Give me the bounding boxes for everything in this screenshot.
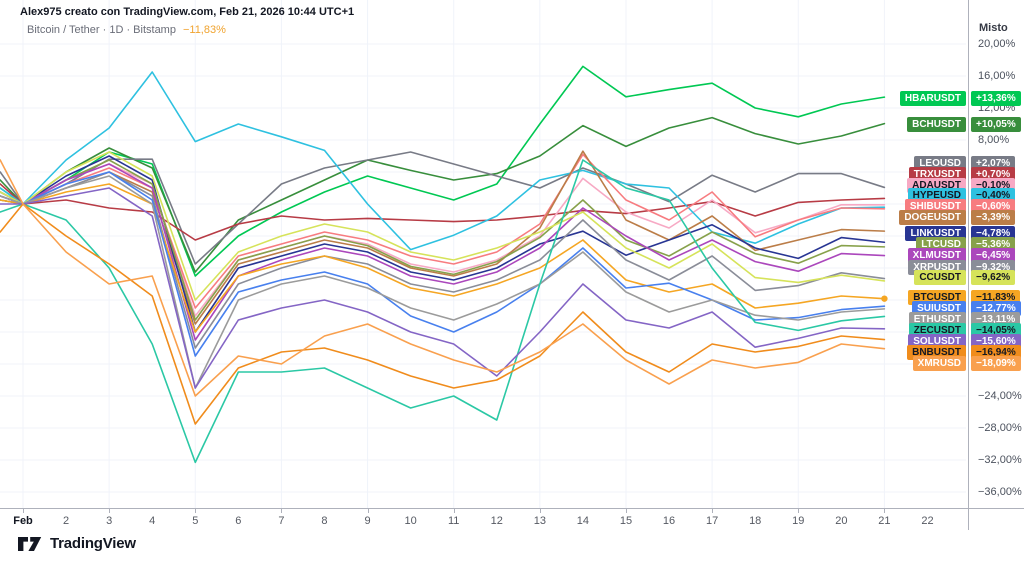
time-axis-tickmark xyxy=(539,509,541,513)
series-badge-change: +10,05% xyxy=(971,116,1021,132)
time-axis-tick: 16 xyxy=(662,515,676,527)
time-axis-tick: 5 xyxy=(192,515,199,527)
series-line-DOGEUSDT[interactable] xyxy=(0,150,886,325)
symbol-legend-text: Bitcoin / Tether · 1D · Bitstamp xyxy=(27,24,176,36)
time-axis-tick: 9 xyxy=(364,515,371,527)
series-line-XRPUSDT[interactable] xyxy=(0,171,886,349)
time-axis-tick: 4 xyxy=(149,515,156,527)
price-axis-tick: −24,00% xyxy=(978,390,1022,402)
price-axis-tick: 16,00% xyxy=(978,70,1016,82)
series-line-TRXUSDT[interactable] xyxy=(0,183,886,241)
price-axis-tick: 8,00% xyxy=(978,134,1010,146)
time-axis-tick: 3 xyxy=(106,515,113,527)
time-axis-tick: 13 xyxy=(533,515,546,527)
series-line-LINKUSDT[interactable] xyxy=(0,155,886,333)
series-line-CCUSDT[interactable] xyxy=(0,151,886,301)
time-axis-tickmark xyxy=(23,509,24,513)
time-axis-tick: 10 xyxy=(404,515,417,527)
series-line-SOLUSDT[interactable] xyxy=(0,187,886,389)
series-badge-change: −3,39% xyxy=(971,209,1016,225)
tradingview-logo-text: TradingView xyxy=(50,535,136,552)
series-line-LEOUSD[interactable] xyxy=(0,151,886,265)
series-line-BCHUSDT[interactable] xyxy=(0,116,886,273)
price-axis-tick: −28,00% xyxy=(978,422,1022,434)
comparison-line-chart[interactable] xyxy=(0,0,966,508)
time-axis-tick: 6 xyxy=(235,515,242,527)
time-axis-tickmark xyxy=(109,509,111,513)
symbol-change-value: −11,83% xyxy=(182,24,226,36)
time-axis-tick: 8 xyxy=(321,515,328,527)
time-axis-tick: 20 xyxy=(835,515,848,527)
time-axis-tickmark xyxy=(453,509,455,513)
time-axis-tick: 21 xyxy=(878,515,891,527)
series-badge-ticker[interactable]: HBARUSDT xyxy=(899,90,966,106)
series-line-ZECUSDT[interactable] xyxy=(0,159,886,464)
series-badge-CCUSDT[interactable]: CCUSDT −9,62% xyxy=(0,269,1024,285)
price-axis-border xyxy=(968,0,969,530)
series-badge-change: −6,45% xyxy=(971,247,1016,263)
time-axis-tick: 2 xyxy=(63,515,70,527)
time-axis-tickmark xyxy=(884,509,886,513)
series-badge-XLMUSDT[interactable]: XLMUSDT −6,45% xyxy=(0,247,1024,263)
series-line-ETHUSDT[interactable] xyxy=(0,175,886,389)
time-axis-tick: Feb xyxy=(13,515,33,527)
attribution-text: Alex975 creato con TradingView.com, Feb … xyxy=(20,6,355,18)
time-axis[interactable]: Feb 2 3 4 5 6 7 8 9 10 11 12 13 14 15 16 17 18 19 20 21 22 xyxy=(0,508,1024,535)
series-line-XLMUSDT[interactable] xyxy=(0,163,886,341)
time-axis-tickmark xyxy=(367,509,369,513)
series-badge-BCHUSDT[interactable]: BCHUSDT +10,05% xyxy=(0,116,1024,132)
series-line-XMRUSD[interactable] xyxy=(0,159,886,397)
time-axis-tick: 19 xyxy=(792,515,805,527)
time-axis-tick: 11 xyxy=(447,515,460,527)
series-badge-ticker[interactable]: CCUSDT xyxy=(914,269,966,285)
series-line-SUIUSDT[interactable] xyxy=(0,171,886,357)
price-axis-mode-label: Misto xyxy=(979,22,1008,34)
time-axis-tickmark xyxy=(625,509,627,513)
time-axis-tick: 12 xyxy=(490,515,503,527)
series-badge-change: −18,09% xyxy=(971,355,1021,371)
series-badge-DOGEUSDT[interactable]: DOGEUSDT −3,39% xyxy=(0,209,1024,225)
series-line-SHIBUSDT[interactable] xyxy=(0,153,886,309)
price-axis-tick: −32,00% xyxy=(978,454,1022,466)
tradingview-logo[interactable]: TradingView xyxy=(18,535,136,552)
time-axis-tick: 15 xyxy=(619,515,633,527)
series-badge-change: −9,62% xyxy=(971,269,1016,285)
series-badge-ticker[interactable]: XMRUSD xyxy=(912,355,966,371)
series-line-LTCUSD[interactable] xyxy=(0,159,886,321)
symbol-legend[interactable]: Bitcoin / Tether · 1D · Bitstamp −11,83% xyxy=(27,24,226,36)
series-end-marker xyxy=(881,295,888,302)
footer-bar: TradingView xyxy=(0,534,1024,564)
series-badge-HBARUSDT[interactable]: HBARUSDT +13,36% xyxy=(0,90,1024,106)
series-badge-XMRUSD[interactable]: XMRUSD −18,09% xyxy=(0,355,1024,371)
series-badge-change: +13,36% xyxy=(971,90,1021,106)
time-axis-tick: 14 xyxy=(576,515,590,527)
time-axis-tickmark xyxy=(712,509,714,513)
time-axis-tickmark xyxy=(798,509,800,513)
time-axis-tick: 18 xyxy=(749,515,762,527)
time-axis-tick: 7 xyxy=(278,515,285,527)
tradingview-logo-icon xyxy=(18,536,42,551)
series-badge-ticker[interactable]: XLMUSDT xyxy=(907,247,966,263)
series-badge-ticker[interactable]: BCHUSDT xyxy=(907,116,966,132)
chart-canvas[interactable] xyxy=(0,0,966,513)
series-badge-ticker[interactable]: DOGEUSDT xyxy=(899,209,966,225)
series-line-HYPEUSD[interactable] xyxy=(0,71,886,251)
price-axis-tick: −36,00% xyxy=(978,486,1022,498)
time-axis-tick: 22 xyxy=(921,515,934,527)
time-axis-tickmark xyxy=(195,509,197,513)
time-axis-tickmark xyxy=(281,509,283,513)
price-axis-tick: 20,00% xyxy=(978,38,1016,50)
series-line-ADAUSDT[interactable] xyxy=(0,163,886,317)
series-badge-list: HBARUSDT +13,36% BCHUSDT +10,05% LEOUSD +2,07… xyxy=(0,90,1024,371)
time-axis-tick: 17 xyxy=(705,515,719,527)
